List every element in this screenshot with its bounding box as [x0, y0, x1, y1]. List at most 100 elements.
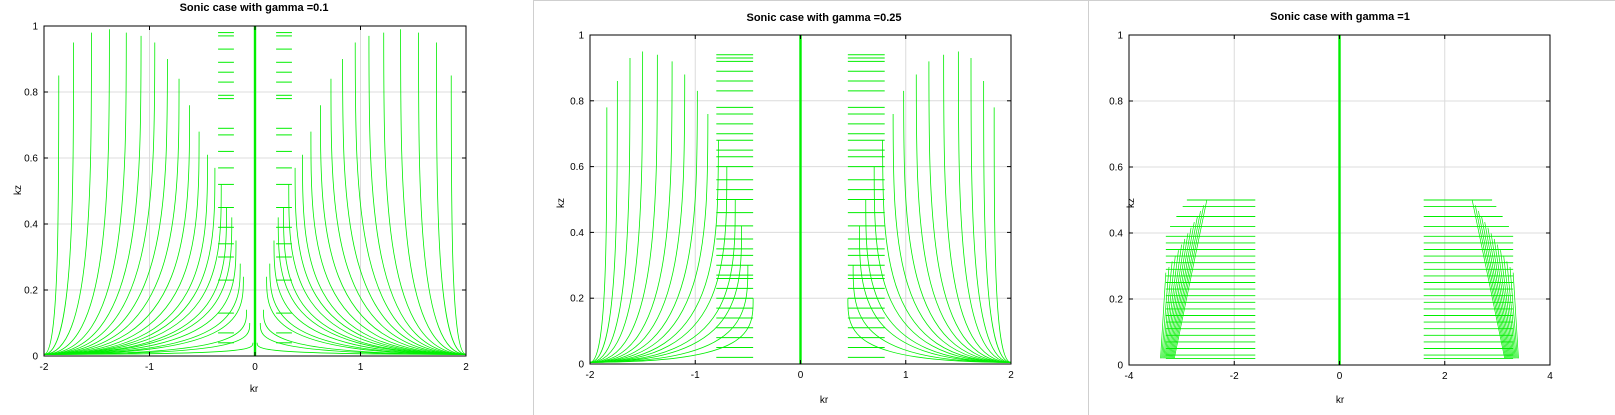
series-strand — [1481, 216, 1509, 359]
chart-2-plot-area: -2 -1 0 1 2 0 0.2 0.4 0.6 0.8 1 — [570, 31, 1014, 382]
series-strand — [1509, 266, 1518, 359]
series-curve — [589, 90, 698, 363]
y-tick-label: 0.8 — [1109, 97, 1123, 108]
series-strand — [1487, 227, 1511, 359]
series-curve — [873, 166, 1012, 363]
chart-3-svg: Sonic case with gamma =1 -4 -2 0 2 4 0 0.2 0.4 0… — [1109, 11, 1553, 406]
series-curve — [892, 113, 1012, 363]
series-curve — [43, 309, 247, 355]
series-curve — [43, 32, 127, 355]
series-strand — [1503, 255, 1516, 359]
figure-window-1: Sonic case with gamma =0.1 -2 -1 0 1 2 0 0.2 0.… — [0, 0, 533, 414]
y-tick-label: 0.8 — [24, 88, 38, 99]
series-curve — [266, 276, 467, 355]
series-strand — [1164, 250, 1179, 359]
y-tick-label: 0.2 — [570, 294, 584, 305]
x-tick-label: -2 — [586, 370, 595, 381]
series-strand — [1168, 227, 1192, 359]
series-curve — [418, 32, 467, 355]
series-curve — [43, 42, 156, 355]
series-group — [589, 35, 1012, 364]
series-strand — [1166, 238, 1186, 359]
series-strand — [1474, 205, 1507, 359]
x-tick-label: -1 — [691, 370, 700, 381]
y-tick-label: 1 — [32, 22, 38, 33]
series-strand — [1170, 216, 1198, 359]
series-curve — [436, 42, 467, 355]
series-curve — [288, 184, 467, 355]
series-curve — [928, 61, 1012, 363]
series-curve — [852, 265, 1012, 363]
series-curve — [943, 54, 1012, 363]
series-curve — [283, 207, 467, 355]
series-curve — [263, 309, 467, 355]
chart-1-ylabel: kz — [13, 185, 24, 195]
series-curve — [589, 51, 644, 363]
series-curve — [269, 263, 467, 355]
series-curve — [589, 265, 749, 363]
chart-2-svg: Sonic case with gamma =0.25 -2 -1 0 1 2 0 0.2 0… — [556, 12, 1014, 406]
series-curve — [43, 342, 254, 355]
series-curve — [970, 58, 1012, 363]
x-tick-label: 0 — [1337, 371, 1343, 382]
y-tick-label: 0 — [578, 360, 584, 371]
x-tick-label: -2 — [40, 362, 49, 373]
series-strand — [1471, 199, 1506, 359]
series-curve — [915, 74, 1012, 363]
x-tick-label: 2 — [463, 362, 469, 373]
series-strand — [1173, 199, 1208, 359]
y-tick-label: 0 — [32, 352, 38, 363]
x-tick-label: 1 — [358, 362, 364, 373]
series-curve — [43, 58, 168, 355]
y-tick-label: 0.6 — [570, 162, 584, 173]
x-tick-label: 4 — [1547, 371, 1553, 382]
chart-1-plot-area: -2 -1 0 1 2 0 0.2 0.4 0.6 0.8 1 — [24, 22, 469, 374]
series-strand — [1490, 233, 1512, 359]
y-tick-label: 0.6 — [24, 154, 38, 165]
series-curve — [589, 81, 618, 363]
series-curve — [368, 35, 467, 355]
series-curve — [589, 166, 728, 363]
series-curve — [589, 74, 686, 363]
chart-1-title: Sonic case with gamma =0.1 — [180, 2, 329, 14]
series-curve — [589, 298, 754, 363]
series-curve — [43, 167, 216, 355]
x-tick-label: 0 — [798, 370, 804, 381]
series-strand — [1169, 222, 1195, 359]
series-curve — [400, 29, 467, 355]
y-tick-label: 1 — [578, 31, 584, 42]
series-curve — [882, 140, 1012, 363]
x-tick-label: 0 — [252, 362, 258, 373]
series-curve — [43, 32, 92, 355]
series-curve — [43, 276, 244, 355]
series-strand — [1172, 205, 1205, 359]
series-curve — [342, 58, 467, 355]
series-curve — [589, 199, 736, 363]
x-tick-label: -4 — [1125, 371, 1134, 382]
series-curve — [43, 35, 142, 355]
series-curve — [993, 107, 1012, 363]
series-curve — [383, 32, 467, 355]
y-tick-label: 0.2 — [24, 286, 38, 297]
x-tick-label: -1 — [145, 362, 154, 373]
series-strand — [1497, 244, 1514, 359]
y-tick-label: 0.4 — [1109, 229, 1123, 240]
series-curve — [589, 225, 742, 363]
chart-3-xlabel: kr — [1336, 395, 1345, 406]
series-strand — [1506, 261, 1517, 359]
series-curve — [589, 113, 709, 363]
series-curve — [43, 78, 180, 355]
series-curve — [43, 131, 200, 355]
series-strand — [1162, 261, 1173, 359]
series-curve — [43, 207, 227, 355]
series-curve — [847, 298, 1012, 363]
series-strand — [1484, 222, 1510, 359]
y-tick-label: 0.2 — [1109, 295, 1123, 306]
series-group — [1160, 35, 1519, 365]
y-tick-label: 0 — [1117, 361, 1123, 372]
y-tick-label: 0.4 — [24, 220, 38, 231]
series-curve — [330, 78, 467, 355]
chart-3-title: Sonic case with gamma =1 — [1270, 11, 1410, 23]
chart-2-title: Sonic case with gamma =0.25 — [747, 12, 902, 24]
series-curve — [256, 342, 467, 355]
